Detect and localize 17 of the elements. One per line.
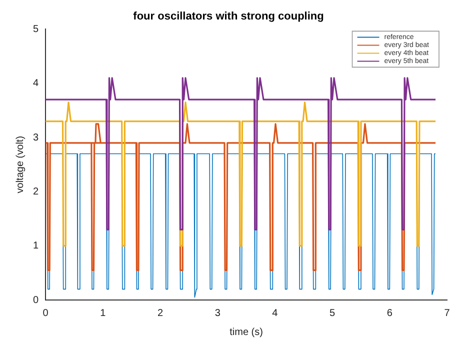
x-tick-label: 1 — [100, 308, 106, 319]
x-tick-label: 3 — [214, 308, 221, 319]
chart-title: four oscillators with strong coupling — [133, 10, 324, 23]
x-axis-title: time (s) — [230, 326, 263, 338]
y-tick-label: 3 — [33, 132, 39, 144]
x-tick-label: 2 — [157, 308, 164, 319]
x-tick-label: 4 — [272, 308, 278, 319]
y-tick-label: 1 — [33, 240, 39, 252]
y-tick-label: 2 — [33, 186, 39, 198]
y-tick-label: 5 — [33, 24, 39, 35]
y-axis-title: voltage (volt) — [14, 136, 26, 194]
x-tick-label: 7 — [444, 308, 450, 319]
x-tick-label: 5 — [330, 308, 336, 319]
x-tick-label: 6 — [386, 308, 393, 319]
x-tick-label: 0 — [42, 308, 49, 319]
y-tick-label: 0 — [33, 294, 39, 306]
y-tick-label: 4 — [33, 78, 39, 90]
